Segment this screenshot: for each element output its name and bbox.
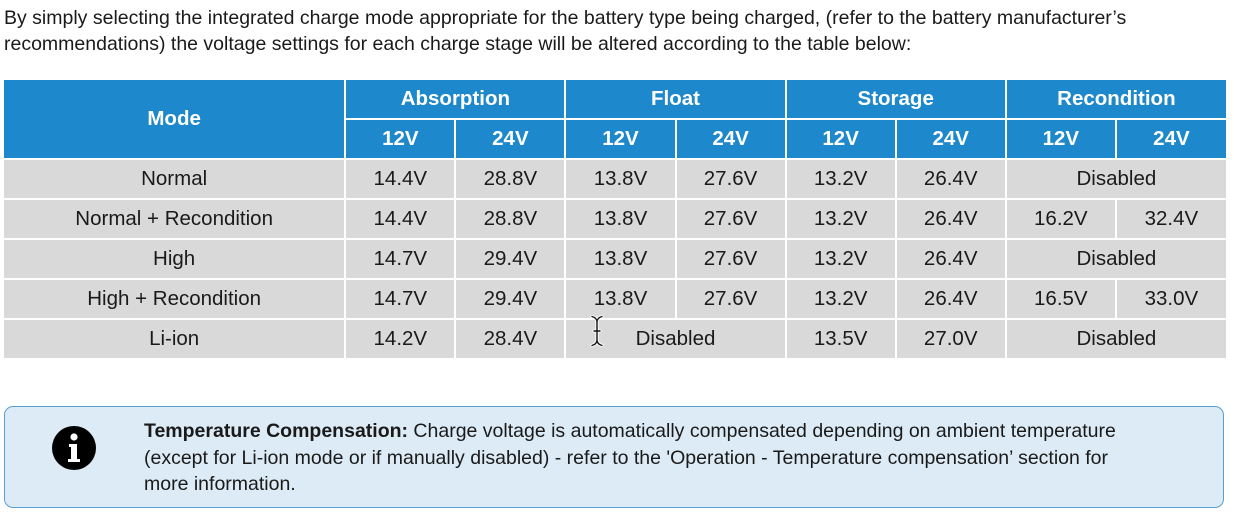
recondition-24v-cell: 32.4V	[1114, 198, 1226, 240]
absorption-12v-cell: 14.7V	[344, 278, 457, 320]
temperature-compensation-note: Temperature Compensation: Charge voltage…	[4, 406, 1224, 508]
float-12v-cell: 13.8V	[564, 238, 677, 280]
storage-12v-cell: 13.2V	[784, 198, 897, 240]
mode-cell: Normal	[4, 158, 347, 200]
recondition-disabled-cell: Disabled	[1004, 158, 1226, 200]
note-text: Temperature Compensation: Charge voltage…	[144, 418, 1134, 498]
storage-12v-cell: 13.2V	[784, 238, 897, 280]
storage-12v-cell: 13.2V	[784, 278, 897, 320]
float-header: Float	[564, 80, 787, 120]
intro-paragraph: By simply selecting the integrated charg…	[4, 7, 1127, 55]
charge-mode-table: Mode Absorption Float Storage Reconditio…	[4, 80, 1226, 358]
recondition-12v-cell: 16.5V	[1004, 278, 1117, 320]
voltage-subheader: 24V	[454, 118, 567, 160]
header-row-groups: Mode Absorption Float Storage Reconditio…	[4, 80, 1226, 160]
mode-cell: Li-ion	[4, 318, 347, 358]
info-icon	[52, 426, 96, 470]
storage-24v-cell: 26.4V	[894, 278, 1007, 320]
mode-cell: Normal + Recondition	[4, 198, 347, 240]
mode-header: Mode	[4, 80, 347, 160]
storage-24v-cell: 26.4V	[894, 158, 1007, 200]
voltage-subheader: 12V	[564, 118, 677, 160]
note-heading: Temperature Compensation:	[144, 420, 409, 442]
absorption-12v-cell: 14.2V	[344, 318, 457, 358]
absorption-24v-cell: 28.4V	[454, 318, 567, 358]
recondition-disabled-cell: Disabled	[1004, 238, 1226, 280]
voltage-subheader: 12V	[1004, 118, 1117, 160]
voltage-subheader: 12V	[345, 118, 457, 160]
absorption-24v-cell: 29.4V	[454, 278, 567, 320]
voltage-subheader: 12V	[784, 118, 897, 160]
absorption-24v-cell: 28.8V	[454, 158, 567, 200]
note-body: Charge voltage is automatically compensa…	[144, 420, 1116, 495]
recondition-header: Recondition	[1004, 80, 1226, 120]
voltage-subheader: 24V	[1114, 118, 1226, 160]
float-24v-cell: 27.6V	[674, 278, 787, 320]
storage-header: Storage	[784, 80, 1007, 120]
storage-12v-cell: 13.2V	[784, 158, 897, 200]
absorption-12v-cell: 14.4V	[344, 198, 457, 240]
absorption-24v-cell: 28.8V	[454, 198, 567, 240]
storage-24v-cell: 27.0V	[894, 318, 1007, 358]
recondition-12v-cell: 16.2V	[1004, 198, 1117, 240]
header-row-voltages: 12V 24V 12V 24V 12V 24V 12V 24V	[4, 118, 1226, 160]
recondition-disabled-cell: Disabled	[1004, 318, 1226, 358]
voltage-subheader: 24V	[894, 118, 1007, 160]
float-24v-cell: 27.6V	[674, 238, 787, 280]
float-24v-cell: 27.6V	[674, 198, 787, 240]
table-row: Li-ion 14.2V 28.4V Disabled 13.5V 27.0V …	[4, 318, 1226, 358]
text-cursor-icon	[590, 315, 604, 347]
absorption-24v-cell: 29.4V	[454, 238, 567, 280]
absorption-12v-cell: 14.7V	[344, 238, 457, 280]
absorption-12v-cell: 14.4V	[344, 158, 457, 200]
table-row: Normal + Recondition 14.4V 28.8V 13.8V 2…	[4, 198, 1226, 240]
float-12v-cell: 13.8V	[564, 158, 677, 200]
storage-12v-cell: 13.5V	[784, 318, 897, 358]
table-row: High + Recondition 14.7V 29.4V 13.8V 27.…	[4, 278, 1226, 320]
mode-cell: High	[4, 238, 347, 280]
recondition-24v-cell: 33.0V	[1114, 278, 1226, 320]
float-disabled-cell: Disabled	[564, 318, 787, 358]
absorption-header: Absorption	[344, 80, 567, 120]
voltage-subheader: 24V	[674, 118, 787, 160]
float-12v-cell: 13.8V	[564, 278, 677, 320]
table-row: Normal 14.4V 28.8V 13.8V 27.6V 13.2V 26.…	[4, 158, 1226, 200]
mode-cell: High + Recondition	[4, 278, 347, 320]
float-24v-cell: 27.6V	[674, 158, 787, 200]
table-row: High 14.7V 29.4V 13.8V 27.6V 13.2V 26.4V…	[4, 238, 1226, 280]
float-12v-cell: 13.8V	[564, 198, 677, 240]
storage-24v-cell: 26.4V	[894, 198, 1007, 240]
storage-24v-cell: 26.4V	[894, 238, 1007, 280]
